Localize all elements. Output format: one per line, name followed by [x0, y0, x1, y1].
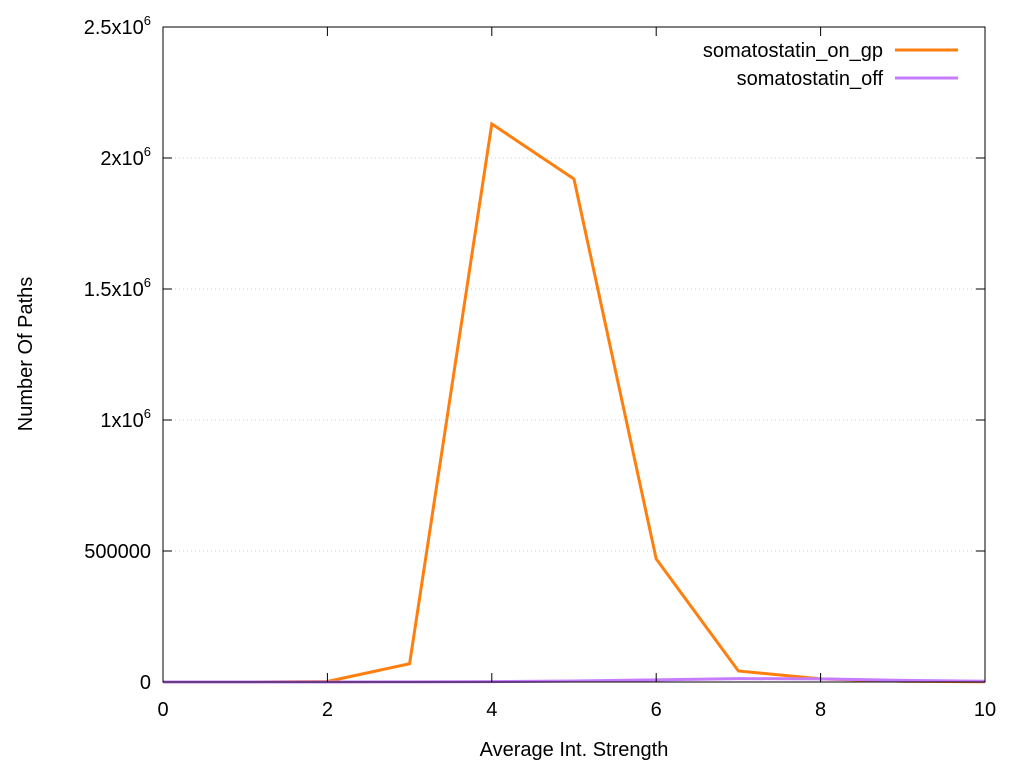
legend: somatostatin_on_gp somatostatin_off: [703, 40, 958, 90]
axis-ticks: [163, 27, 985, 682]
y-tick-label: 2x106: [100, 144, 151, 170]
legend-label: somatostatin_off: [737, 68, 884, 90]
series-line-somatostatin-on-gp: [163, 121, 986, 684]
x-tick-label: 6: [651, 699, 662, 721]
x-tick-label: 2: [322, 699, 333, 721]
plot-frame: [162, 26, 986, 683]
x-tick-label: 4: [486, 699, 497, 721]
y-tick-label-base: 2x10: [100, 148, 143, 170]
y-tick-label-exponent: 6: [144, 144, 151, 159]
y-tick-label: 0: [140, 672, 151, 694]
y-tick-label-exponent: 6: [144, 406, 151, 421]
x-tick-label: 0: [157, 699, 168, 721]
y-tick-label-base: 0: [140, 672, 151, 694]
y-tick-label-exponent: 6: [144, 275, 151, 290]
y-tick-label-base: 1.5x10: [84, 279, 144, 301]
y-tick-label-exponent: 6: [144, 13, 151, 28]
y-tick-label: 500000: [84, 541, 151, 563]
y-tick-label-base: 500000: [84, 541, 151, 563]
y-tick-label-base: 1x10: [100, 410, 143, 432]
series-lines: [163, 121, 986, 684]
x-tick-label: 10: [974, 699, 996, 721]
y-axis-label: Number Of Paths: [15, 277, 37, 432]
x-tick-label: 8: [815, 699, 826, 721]
y-tick-label: 2.5x106: [84, 13, 151, 39]
legend-label: somatostatin_on_gp: [703, 40, 883, 62]
y-tick-label-base: 2.5x10: [84, 17, 144, 39]
y-tick-label: 1.5x106: [84, 275, 151, 301]
grid-lines: [163, 157, 985, 552]
y-tick-label: 1x106: [100, 406, 151, 432]
x-tick-labels: 0 2 4 6 8 10: [157, 699, 996, 721]
x-axis-label: Average Int. Strength: [480, 739, 669, 761]
